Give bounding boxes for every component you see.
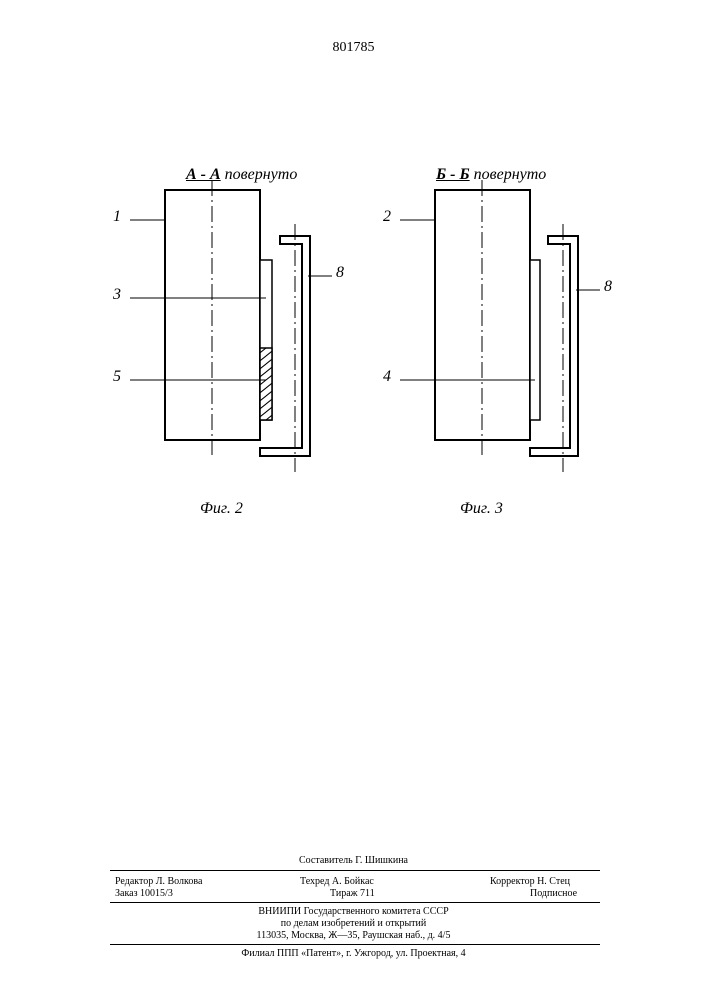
fig3-drawing <box>380 180 620 500</box>
doc-number: 801785 <box>0 40 707 56</box>
fig2-label-8: 8 <box>336 264 344 282</box>
footer-org1: ВНИИПИ Государственного комитета СССР <box>0 906 707 917</box>
page: 801785 А - А повернуто <box>0 0 707 1000</box>
footer-techred: Техред А. Бойкас <box>300 876 374 887</box>
fig3-label-2: 2 <box>383 208 391 226</box>
fig2-label-1: 1 <box>113 208 121 226</box>
fig3-label-4: 4 <box>383 368 391 386</box>
footer-zakaz: Заказ 10015/3 <box>115 888 173 899</box>
footer-editor: Редактор Л. Волкова <box>115 876 202 887</box>
footer-rule-3 <box>110 944 600 945</box>
footer-corrector: Корректор Н. Стец <box>490 876 570 887</box>
fig3-caption: Фиг. 3 <box>460 500 503 518</box>
footer-org2: по делам изобретений и открытий <box>0 918 707 929</box>
fig2-label-5: 5 <box>113 368 121 386</box>
footer-rule-1 <box>110 870 600 871</box>
footer-tirazh: Тираж 711 <box>330 888 375 899</box>
fig2-drawing <box>110 180 350 500</box>
fig2-label-3: 3 <box>113 286 121 304</box>
fig2-caption: Фиг. 2 <box>200 500 243 518</box>
footer-podpis: Подписное <box>530 888 577 899</box>
fig3-label-8: 8 <box>604 278 612 296</box>
footer-compiler: Составитель Г. Шишкина <box>0 855 707 866</box>
footer-org3: 113035, Москва, Ж—35, Раушская наб., д. … <box>0 930 707 941</box>
footer-rule-2 <box>110 902 600 903</box>
footer-org4: Филиал ППП «Патент», г. Ужгород, ул. Про… <box>0 948 707 959</box>
